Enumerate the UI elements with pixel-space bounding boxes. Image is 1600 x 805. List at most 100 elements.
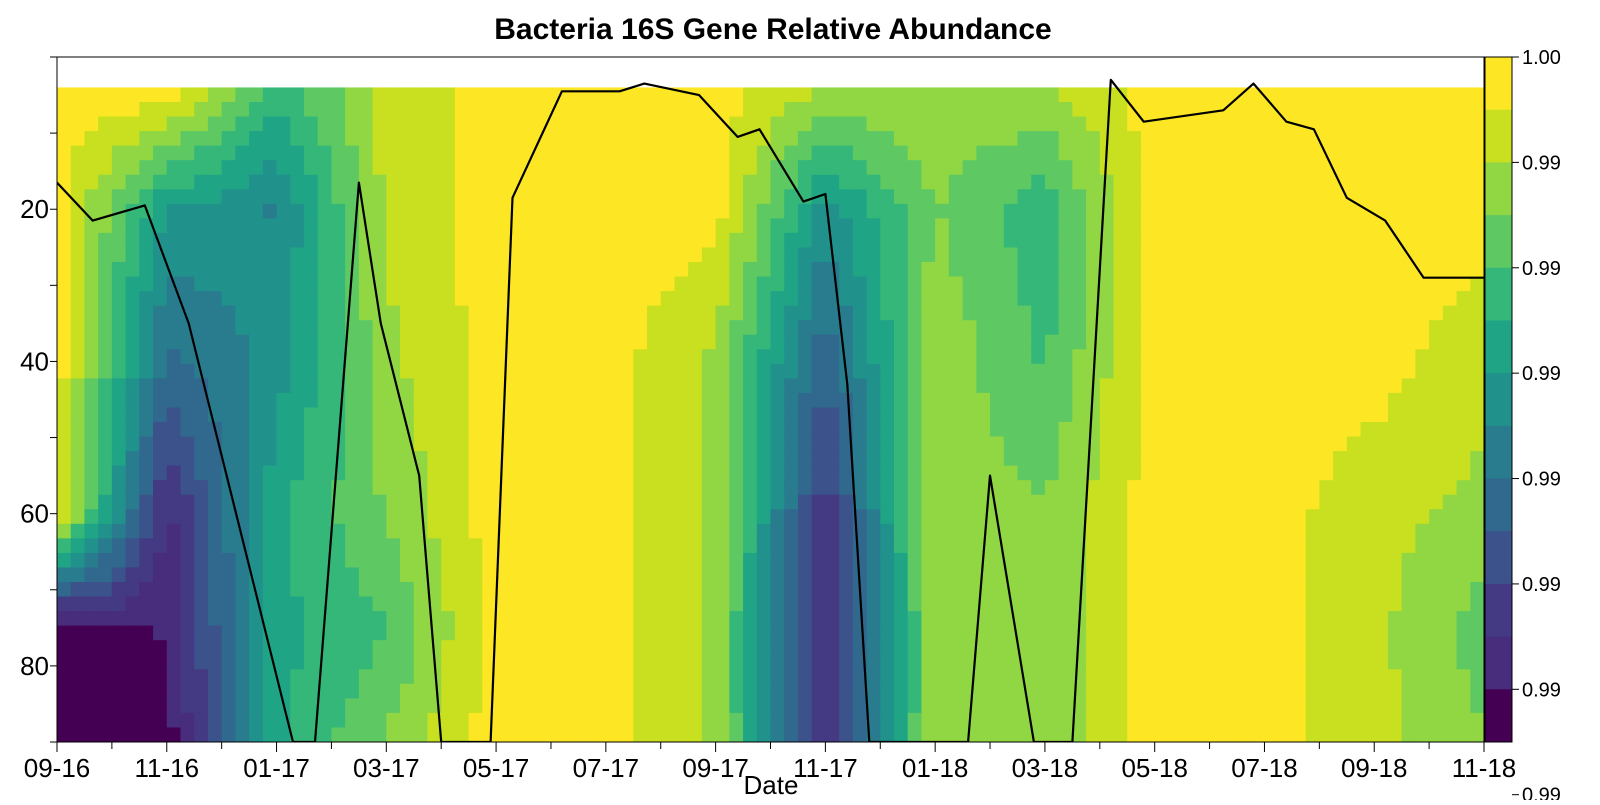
contour-cell [304,364,318,379]
contour-cell [688,175,702,190]
contour-cell [1100,451,1114,466]
contour-cell [112,102,126,117]
contour-cell [647,131,661,146]
contour-cell [249,655,263,670]
contour-cell [1168,262,1182,277]
contour-cell [263,538,277,553]
contour-cell [455,131,469,146]
contour-cell [1114,538,1128,553]
contour-cell [482,233,496,248]
contour-cell [1319,466,1333,481]
contour-cell [1127,393,1141,408]
contour-cell [180,727,194,742]
contour-cell [620,102,634,117]
contour-cell [373,597,387,612]
contour-cell [345,437,359,452]
contour-cell [880,320,894,335]
contour-cell [1470,727,1484,742]
contour-cell [71,655,85,670]
contour-cell [743,306,757,321]
contour-cell [812,262,826,277]
contour-cell [1402,407,1416,422]
contour-cell [606,495,620,510]
contour-cell [1141,131,1155,146]
contour-cell [1333,553,1347,568]
contour-cell [1319,117,1333,132]
contour-cell [592,495,606,510]
contour-cell [1237,466,1251,481]
contour-cell [825,466,839,481]
contour-cell [1333,495,1347,510]
contour-cell [71,407,85,422]
contour-cell [277,102,291,117]
contour-cell [1457,175,1471,190]
contour-cell [235,582,249,597]
contour-cell [71,451,85,466]
contour-cell [1470,349,1484,364]
contour-cell [1114,204,1128,219]
contour-cell [578,262,592,277]
contour-cell [277,509,291,524]
contour-cell [510,437,524,452]
contour-cell [578,567,592,582]
contour-cell [180,204,194,219]
contour-cell [1045,582,1059,597]
contour-cell [1182,524,1196,539]
contour-cell [427,189,441,204]
contour-cell [867,306,881,321]
contour-cell [1155,407,1169,422]
contour-cell [1402,291,1416,306]
contour-cell [469,727,483,742]
contour-cell [1141,655,1155,670]
contour-cell [208,233,222,248]
contour-cell [743,611,757,626]
contour-cell [1347,87,1361,102]
contour-cell [139,146,153,161]
contour-cell [386,669,400,684]
contour-cell [702,698,716,713]
contour-cell [1004,117,1018,132]
contour-cell [1017,277,1031,292]
contour-cell [1031,437,1045,452]
contour-cell [743,669,757,684]
contour-cell [1319,451,1333,466]
contour-cell [1237,247,1251,262]
contour-cell [633,117,647,132]
contour-cell [1374,320,1388,335]
contour-cell [661,698,675,713]
contour-cell [1457,538,1471,553]
contour-cell [57,218,71,233]
contour-cell [1333,698,1347,713]
contour-cell [400,567,414,582]
contour-cell [359,727,373,742]
contour-cell [771,582,785,597]
contour-cell [661,262,675,277]
contour-cell [208,611,222,626]
contour-cell [1017,87,1031,102]
contour-cell [1319,509,1333,524]
contour-cell [633,713,647,728]
contour-cell [1045,378,1059,393]
contour-cell [1114,117,1128,132]
contour-cell [414,669,428,684]
contour-cell [482,146,496,161]
contour-cell [565,393,579,408]
contour-cell [139,175,153,190]
contour-cell [551,117,565,132]
contour-cell [771,393,785,408]
contour-cell [180,277,194,292]
contour-cell [194,597,208,612]
contour-cell [743,102,757,117]
contour-cell [1100,87,1114,102]
contour-cell [235,626,249,641]
contour-cell [949,189,963,204]
contour-cell [606,218,620,233]
contour-cell [180,87,194,102]
contour-cell [743,335,757,350]
contour-cell [661,160,675,175]
contour-cell [126,422,140,437]
contour-cell [1100,509,1114,524]
contour-cell [482,204,496,219]
contour-cell [1306,364,1320,379]
contour-cell [1457,277,1471,292]
